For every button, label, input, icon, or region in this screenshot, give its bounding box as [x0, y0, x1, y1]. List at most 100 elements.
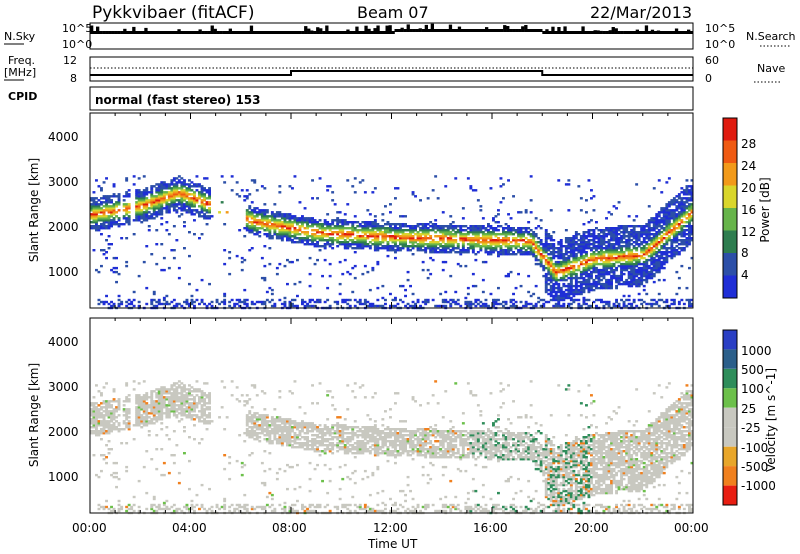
nsky-sample	[641, 31, 645, 34]
power-cell	[409, 227, 412, 230]
power-cell	[157, 183, 161, 186]
power-cell	[198, 215, 201, 218]
power-cell	[635, 241, 639, 244]
power-cell	[361, 241, 365, 244]
power-cell	[336, 245, 340, 248]
nsky-sample	[364, 25, 368, 34]
velocity-cell	[142, 396, 146, 399]
power-cell	[170, 187, 174, 190]
power-cell	[416, 249, 420, 252]
velocity-cell	[172, 408, 176, 411]
power-cell	[514, 231, 518, 234]
power-cell	[107, 207, 111, 210]
velocity-cell	[172, 404, 176, 407]
power-cell	[155, 243, 159, 246]
power-cell	[105, 300, 108, 304]
power-cell	[476, 241, 480, 244]
power-cell	[615, 241, 618, 244]
power-cell	[127, 203, 131, 206]
power-cell	[504, 239, 508, 242]
power-cell	[620, 266, 623, 270]
power-cell	[539, 253, 543, 256]
power-cell	[416, 300, 420, 304]
velocity-cell	[142, 422, 146, 425]
power-cell	[605, 247, 608, 250]
power-cell	[333, 203, 337, 206]
nsky-sample	[536, 29, 540, 32]
power-cell	[677, 223, 681, 226]
power-cell	[326, 298, 330, 302]
power-cell	[660, 221, 664, 224]
power-cell	[582, 233, 586, 236]
nsky-sample	[485, 27, 489, 32]
power-cell	[484, 260, 488, 264]
power-cell	[534, 254, 538, 258]
nsky-sample	[584, 31, 588, 34]
power-cell	[152, 199, 156, 202]
power-cell	[685, 286, 689, 290]
power-cell	[331, 237, 335, 240]
power-cell	[416, 237, 420, 240]
power-cell	[572, 292, 576, 296]
power-cell	[552, 268, 556, 272]
power-cell	[547, 253, 551, 256]
power-cell	[665, 237, 669, 240]
power-cell	[600, 245, 603, 248]
power-cell	[117, 302, 121, 306]
power-cell	[461, 241, 465, 244]
nsky-sample	[382, 31, 386, 34]
power-cell	[487, 225, 490, 228]
power-cell	[426, 276, 430, 280]
power-cell	[165, 183, 169, 186]
power-cell	[554, 260, 558, 264]
power-cell	[529, 294, 533, 298]
velocity-cell	[137, 394, 141, 397]
power-cell	[474, 189, 478, 192]
power-cell	[479, 209, 483, 212]
power-cell	[429, 221, 433, 224]
velocity-cell	[95, 424, 98, 427]
power-cell	[569, 253, 573, 256]
power-cell	[657, 258, 661, 262]
velocity-cell	[122, 404, 126, 407]
velocity-cell	[100, 416, 103, 419]
power-cell	[675, 207, 679, 210]
power-cell	[665, 247, 669, 250]
power-cell	[424, 237, 428, 240]
power-cell	[172, 183, 176, 186]
power-cell	[135, 191, 139, 194]
power-cell	[682, 215, 686, 218]
power-cell	[655, 217, 659, 220]
velocity-cell	[162, 396, 166, 399]
power-cell	[544, 243, 548, 246]
velocity-cell	[135, 398, 139, 401]
power-cell	[487, 241, 490, 244]
power-cell	[321, 223, 324, 226]
power-cell	[268, 262, 272, 266]
power-cell	[419, 235, 422, 238]
velocity-cell	[165, 408, 169, 411]
power-cell	[298, 227, 302, 230]
power-cell	[296, 294, 299, 298]
power-cell	[444, 231, 448, 234]
power-cell	[574, 260, 578, 264]
velocity-cell	[117, 402, 121, 405]
power-cell	[160, 302, 164, 306]
power-cell	[145, 209, 149, 212]
velocity-cell	[150, 406, 154, 409]
power-cell	[479, 229, 483, 232]
velocity-cell	[137, 402, 141, 405]
power-cell	[547, 247, 551, 250]
power-cell	[685, 211, 689, 214]
power-cell	[645, 247, 649, 250]
power-cell	[155, 304, 159, 308]
nsky-sample	[129, 31, 133, 34]
power-cell	[667, 219, 671, 222]
power-cell	[311, 233, 314, 236]
power-cell	[590, 274, 593, 278]
power-cell	[195, 185, 199, 188]
power-cell	[172, 209, 176, 212]
power-cell	[672, 298, 676, 302]
power-cell	[670, 245, 674, 248]
velocity-cell	[162, 400, 166, 403]
